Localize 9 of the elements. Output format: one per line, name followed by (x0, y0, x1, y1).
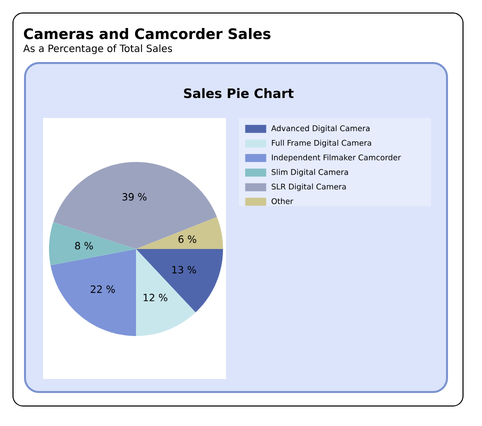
chart-title: Cameras and Camcorder Sales (24, 28, 270, 40)
data-label: 13 % (172, 266, 196, 274)
data-label: 8 % (75, 242, 93, 250)
data-label: 22 % (90, 285, 115, 293)
data-label: 39 % (122, 193, 146, 201)
data-label: 6 % (178, 235, 196, 243)
text: Sales Pie Chart (184, 88, 294, 98)
data-label: 12 % (144, 294, 168, 302)
chart-subtitle: As a Percentage of Total Sales (23, 44, 172, 54)
